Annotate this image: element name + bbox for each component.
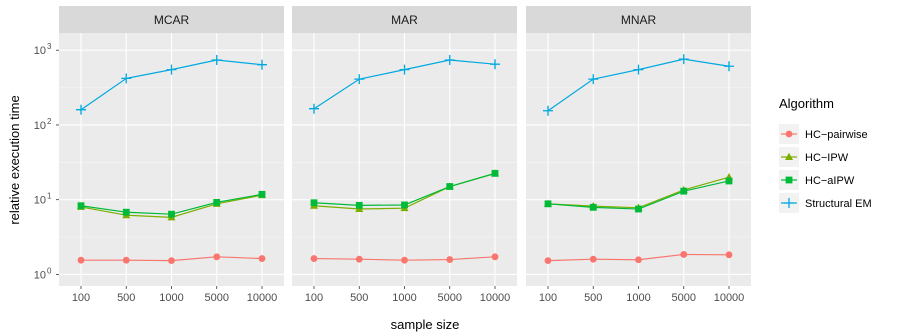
x-tick-label: 100 [305,292,323,304]
data-point-HC−pairwise [310,255,318,262]
data-point-Structural EM [121,73,132,84]
data-point-HC−aIPW [77,202,85,210]
data-point-HC−aIPW [446,183,454,190]
legend-title: Algorithm [779,96,834,111]
y-tick-label: 10 [34,195,46,207]
data-point-Structural EM [257,59,267,70]
x-tick-label: 5000 [438,292,462,304]
data-point-HC−pairwise [401,256,408,264]
data-point-HC−pairwise [168,257,175,265]
facet-panel-mnar: MNAR 100 500 1000 5000 10000 [526,6,751,304]
data-point-HC−aIPW [355,201,363,209]
data-point-HC−aIPW [544,200,552,208]
data-point-HC−pairwise [680,251,688,258]
data-point-Structural EM [399,64,410,75]
data-point-HC−pairwise [77,256,85,264]
data-point-Structural EM [76,104,86,115]
x-tick-label: 5000 [672,292,696,304]
data-point-Structural EM [444,54,455,65]
x-tick-label: 1000 [626,292,650,304]
data-point-HC−aIPW [401,201,408,209]
y-tick-label: 10 [34,45,46,57]
facet-strip [526,6,751,33]
data-point-Structural EM [633,64,644,75]
data-point-Structural EM [309,103,319,114]
x-tick-label: 100 [72,292,90,304]
data-point-Structural EM [543,105,553,116]
legend-key-marker [784,198,794,208]
facet-strip-label: MCAR [154,13,190,27]
facet-strip [59,6,284,33]
legend-label: Structural EM [805,198,872,210]
x-tick-label: 1000 [159,292,183,304]
data-point-HC−aIPW [725,177,733,185]
data-point-HC−pairwise [122,256,130,264]
data-point-HC−pairwise [544,257,552,265]
data-point-Structural EM [354,74,365,85]
data-point-Structural EM [588,74,599,85]
data-point-HC−pairwise [355,255,363,263]
data-point-HC−aIPW [635,205,642,213]
data-point-Structural EM [490,59,500,70]
facet-panel-mcar: MCAR 100 500 1000 5000 10000 [59,6,284,304]
x-tick-label: 500 [117,292,135,304]
y-axis-title: relative execution time [7,95,22,224]
legend-item: Structural EM [779,193,872,213]
data-point-HC−pairwise [213,253,221,261]
data-point-HC−aIPW [168,210,175,218]
legend-label: HC−IPW [805,152,849,164]
data-point-HC−aIPW [122,208,130,216]
y-tick-exponent: 0 [47,266,52,275]
x-tick-label: 500 [350,292,368,304]
facet-strip-label: MNAR [621,13,657,27]
data-point-HC−pairwise [491,253,499,261]
facet-strip-label: MAR [391,13,418,27]
y-tick-label: 10 [34,120,46,132]
facet-panels: MCAR 100 500 1000 5000 10000 MAR 100 500 1000 5000… [59,6,751,304]
x-tick-label: 10000 [714,292,745,304]
data-point-HC−aIPW [258,190,266,198]
x-tick-label: 10000 [480,292,511,304]
legend-label: HC−aIPW [805,175,855,187]
y-tick-label: 10 [34,269,46,281]
data-point-Structural EM [166,64,177,75]
x-tick-label: 1000 [392,292,416,304]
legend-item: HC−pairwise [779,124,868,144]
legend-item: HC−aIPW [779,170,855,190]
data-point-HC−pairwise [258,255,266,262]
x-tick-label: 100 [539,292,557,304]
legend-key-marker [785,176,793,184]
legend-label: HC−pairwise [805,129,868,141]
data-point-Structural EM [678,54,689,65]
x-tick-label: 5000 [205,292,229,304]
legend-key-marker [785,130,793,138]
x-axis-title: sample size [391,317,460,332]
legend: Algorithm HC−pairwise HC−IPW HC−aIPW Struct… [779,96,872,213]
y-tick-exponent: 3 [47,42,52,51]
data-point-HC−aIPW [310,199,318,207]
data-point-HC−pairwise [446,256,454,263]
data-point-HC−pairwise [635,256,642,264]
x-tick-label: 10000 [247,292,278,304]
legend-item: HC−IPW [779,147,849,167]
y-tick-exponent: 2 [47,117,52,126]
data-point-HC−aIPW [680,187,688,195]
data-point-HC−aIPW [589,203,597,211]
facet-panel-mar: MAR 100 500 1000 5000 10000 [292,6,517,304]
data-point-HC−pairwise [589,255,597,263]
y-tick-exponent: 1 [47,192,52,201]
facet-strip [292,6,517,33]
legend-key-marker [785,152,793,160]
data-point-HC−aIPW [491,169,499,177]
data-point-HC−pairwise [725,251,733,259]
data-point-Structural EM [724,61,734,72]
data-point-Structural EM [211,54,222,65]
data-point-HC−aIPW [213,198,221,206]
x-tick-label: 500 [584,292,602,304]
